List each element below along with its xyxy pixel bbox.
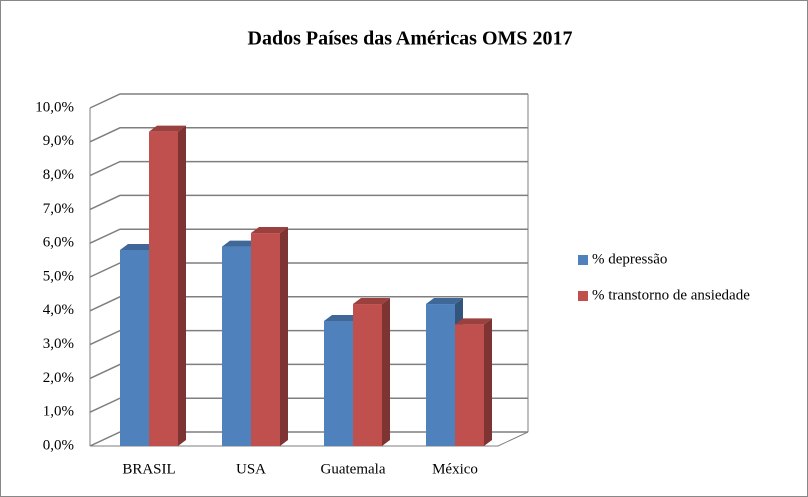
x-tick-label: México [432, 461, 478, 477]
bar [324, 320, 353, 446]
bar-side [178, 125, 186, 446]
x-tick-label: BRASIL [122, 461, 175, 477]
bar-top [455, 318, 492, 325]
y-tick-label: 3,0% [43, 336, 74, 352]
chart-title: Dados Países das Américas OMS 2017 [248, 28, 573, 50]
legend-swatch [578, 291, 588, 301]
legend-label: % depressão [592, 251, 667, 267]
y-tick-label: 5,0% [43, 268, 74, 284]
bar-top [120, 243, 157, 250]
bar [251, 233, 280, 446]
x-tick-label: USA [236, 461, 266, 477]
y-tick-label: 10,0% [35, 99, 74, 115]
grid-line [89, 194, 528, 211]
y-tick-label: 6,0% [43, 235, 74, 251]
y-tick-label: 9,0% [43, 133, 74, 149]
bar-side [382, 298, 390, 446]
y-tick-label: 2,0% [43, 370, 74, 386]
bar [149, 131, 178, 446]
legend-label: % transtorno de ansiedade [592, 287, 750, 303]
grid-line [89, 228, 528, 244]
bar-top [353, 298, 390, 305]
y-tick-label: 4,0% [43, 302, 74, 318]
bar [222, 246, 251, 446]
y-tick-label: 8,0% [43, 167, 74, 183]
grid-line [89, 127, 528, 143]
bar [426, 304, 455, 446]
bar-top [149, 125, 186, 132]
bar-top [324, 314, 361, 321]
bar-top [251, 227, 288, 234]
bar [455, 324, 484, 446]
y-tick-label: 1,0% [43, 404, 74, 420]
bar-top [222, 240, 259, 247]
grid-line [89, 93, 528, 109]
bar-side [484, 318, 492, 446]
y-tick-label: 0,0% [43, 437, 74, 453]
grid-line [89, 160, 528, 177]
bar-side [280, 227, 288, 446]
legend-swatch [578, 255, 588, 265]
y-tick-label: 7,0% [43, 201, 74, 217]
x-tick-label: Guatemala [321, 461, 386, 477]
bar [353, 304, 382, 446]
bar [120, 249, 149, 446]
bar-top [426, 298, 463, 305]
